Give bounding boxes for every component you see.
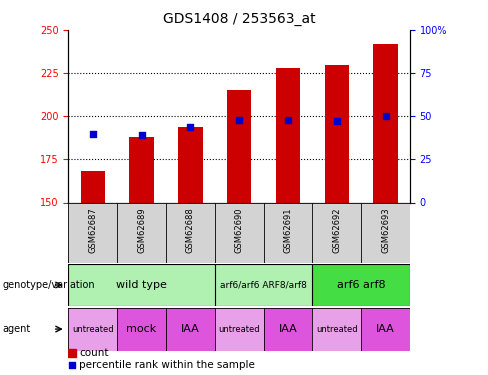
Bar xyxy=(166,308,215,351)
Bar xyxy=(215,264,312,306)
Text: IAA: IAA xyxy=(279,324,297,334)
Point xyxy=(382,113,389,119)
Bar xyxy=(312,308,361,351)
Text: GSM62688: GSM62688 xyxy=(186,207,195,253)
Point xyxy=(138,132,145,138)
Text: arf6 arf8: arf6 arf8 xyxy=(337,280,386,290)
Bar xyxy=(325,64,349,203)
Text: untreated: untreated xyxy=(218,324,260,334)
Bar xyxy=(264,308,312,351)
Point xyxy=(68,362,76,368)
Text: arf6/arf6 ARF8/arf8: arf6/arf6 ARF8/arf8 xyxy=(220,280,307,290)
Point xyxy=(89,130,97,136)
Bar xyxy=(68,308,117,351)
Bar xyxy=(361,308,410,351)
Bar xyxy=(129,137,154,202)
Text: GSM62692: GSM62692 xyxy=(332,207,341,253)
Bar xyxy=(361,202,410,262)
Bar xyxy=(276,68,300,203)
Text: GSM62687: GSM62687 xyxy=(88,207,97,253)
Point xyxy=(235,117,243,123)
Bar xyxy=(68,350,76,357)
Bar xyxy=(117,202,166,262)
Text: agent: agent xyxy=(2,324,31,334)
Text: untreated: untreated xyxy=(316,324,358,334)
Bar xyxy=(264,202,312,262)
Bar xyxy=(178,127,203,202)
Bar xyxy=(373,44,398,203)
Bar xyxy=(312,202,361,262)
Text: IAA: IAA xyxy=(181,324,200,334)
Bar xyxy=(215,202,264,262)
Text: GSM62689: GSM62689 xyxy=(137,207,146,253)
Bar xyxy=(312,264,410,306)
Text: untreated: untreated xyxy=(72,324,114,334)
Bar xyxy=(117,308,166,351)
Text: mock: mock xyxy=(126,324,157,334)
Title: GDS1408 / 253563_at: GDS1408 / 253563_at xyxy=(163,12,315,26)
Bar xyxy=(81,171,105,202)
Text: IAA: IAA xyxy=(376,324,395,334)
Bar xyxy=(215,308,264,351)
Point xyxy=(333,118,341,124)
Bar xyxy=(227,90,251,202)
Point xyxy=(186,124,194,130)
Text: genotype/variation: genotype/variation xyxy=(2,280,95,290)
Text: wild type: wild type xyxy=(116,280,167,290)
Bar xyxy=(68,264,215,306)
Bar xyxy=(68,202,117,262)
Text: count: count xyxy=(79,348,108,358)
Text: GSM62693: GSM62693 xyxy=(381,207,390,253)
Text: percentile rank within the sample: percentile rank within the sample xyxy=(79,360,255,369)
Point xyxy=(284,117,292,123)
Text: GSM62690: GSM62690 xyxy=(235,207,244,253)
Bar xyxy=(166,202,215,262)
Text: GSM62691: GSM62691 xyxy=(284,207,292,253)
